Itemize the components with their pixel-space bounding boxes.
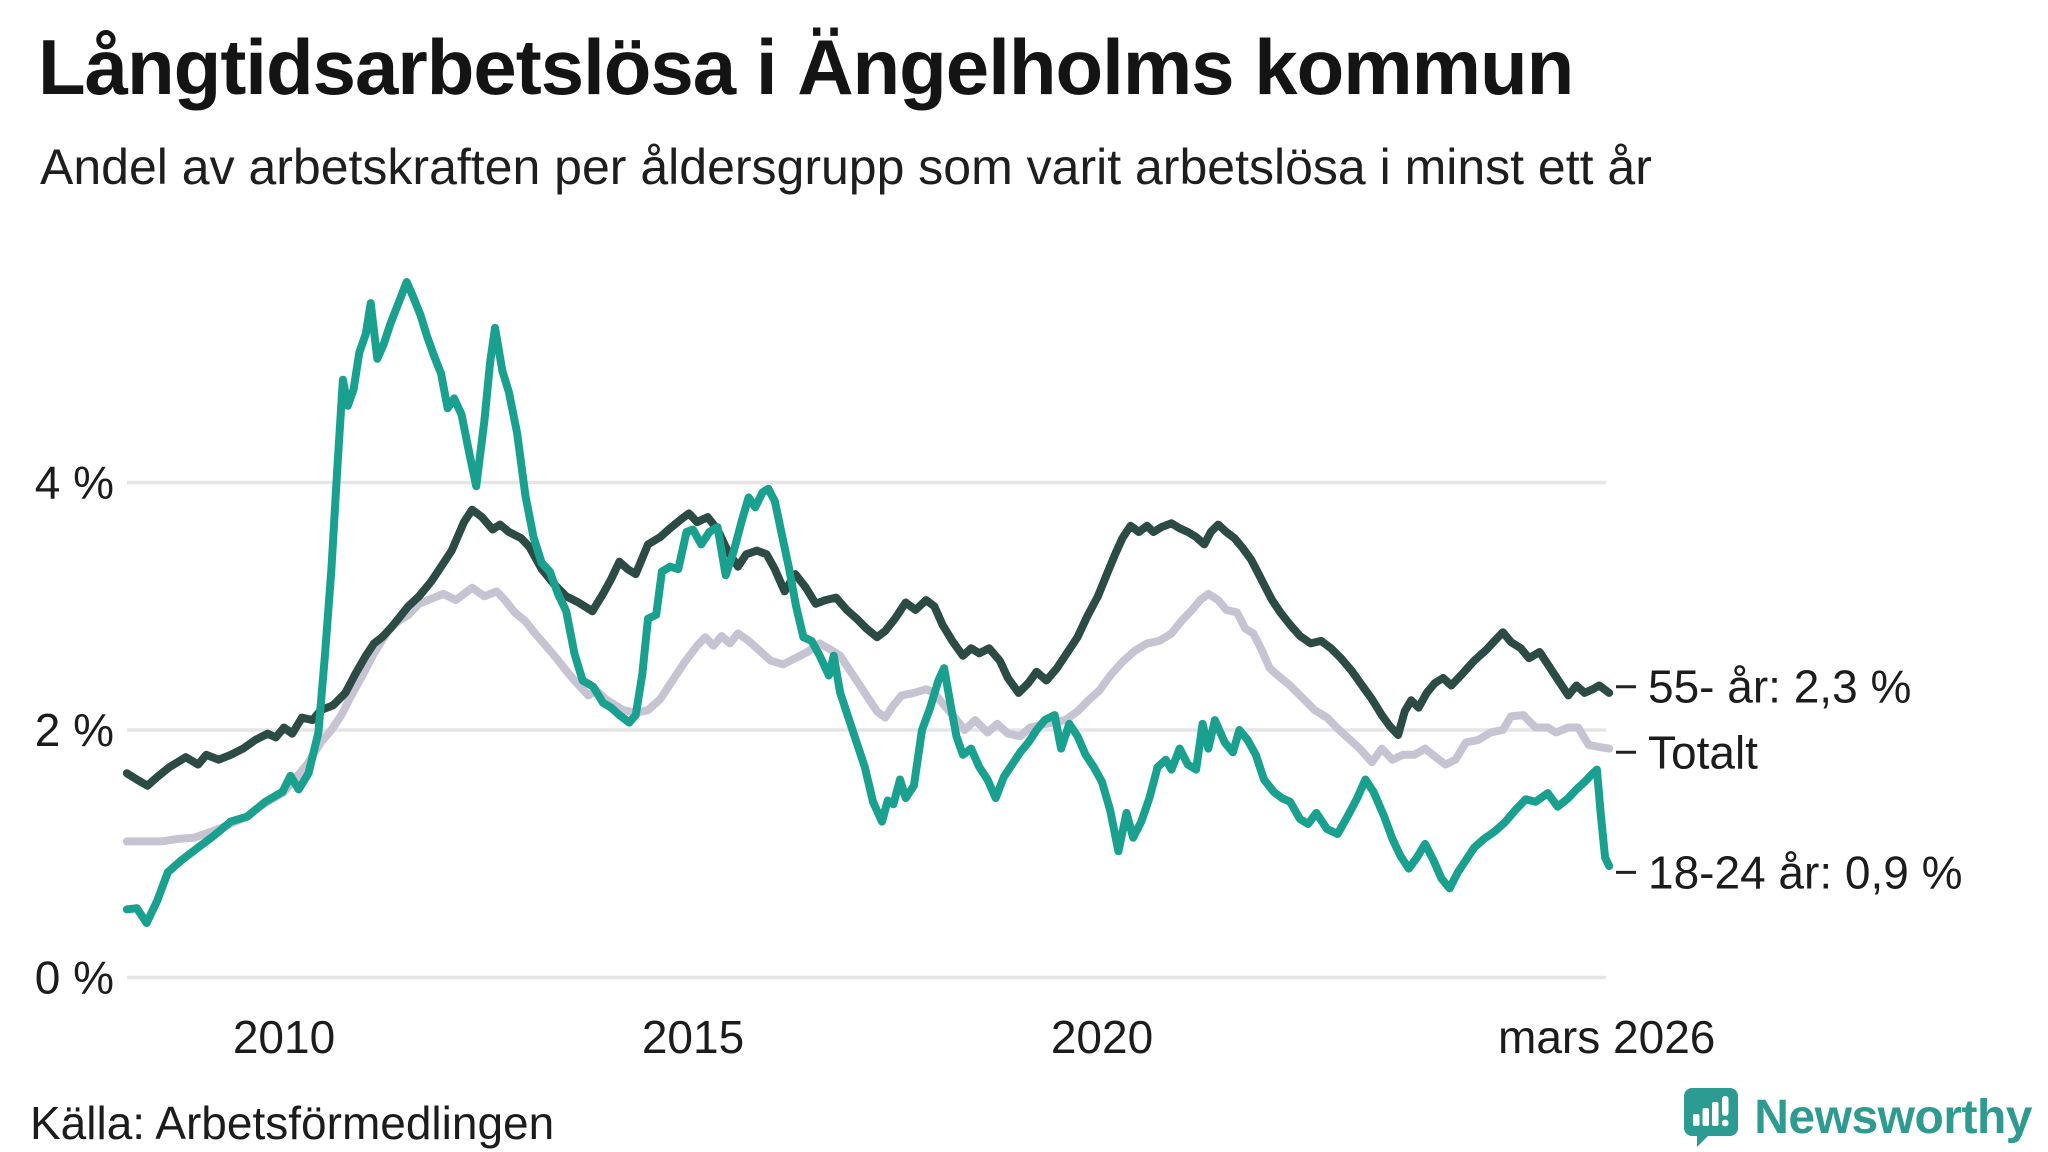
bar-3 — [1712, 1102, 1719, 1126]
x-axis-label-2015: 2015 — [642, 1011, 744, 1063]
series-line-55-r — [122, 505, 1614, 790]
bar-2 — [1702, 1108, 1710, 1126]
x-axis-label-2010: 2010 — [233, 1011, 335, 1063]
newsworthy-icon — [1684, 1088, 1739, 1147]
speech-bubble-shape — [1684, 1088, 1739, 1147]
brand-logo: Newsworthy — [1682, 1086, 2032, 1148]
bar-1 — [1693, 1114, 1700, 1126]
exclamation-dot — [1722, 1119, 1729, 1127]
page-title: Långtidsarbetslösa i Ängelholms kommun — [38, 23, 1574, 111]
brand-wordmark: Newsworthy — [1754, 1090, 2032, 1144]
y-axis-label-2pct: 2 % — [35, 704, 114, 756]
end-label-18-24-r: 18-24 år: 0,9 % — [1648, 846, 1963, 898]
page-subtitle: Andel av arbetskraften per åldersgrupp s… — [40, 139, 1652, 195]
series-line-18-24-r — [122, 278, 1614, 927]
y-axis-label-4pct: 4 % — [35, 457, 114, 509]
exclamation-bar — [1722, 1096, 1729, 1116]
x-axis-label-mars-2026: mars 2026 — [1498, 1011, 1715, 1063]
end-label-55-r: 55- år: 2,3 % — [1648, 661, 1911, 713]
x-axis-label-2020: 2020 — [1051, 1011, 1153, 1063]
y-axis-label-0pct: 0 % — [35, 952, 114, 1004]
series-line-totalt — [122, 583, 1614, 846]
source-note: Källa: Arbetsförmedlingen — [30, 1097, 555, 1149]
end-label-totalt: Totalt — [1648, 726, 1758, 778]
